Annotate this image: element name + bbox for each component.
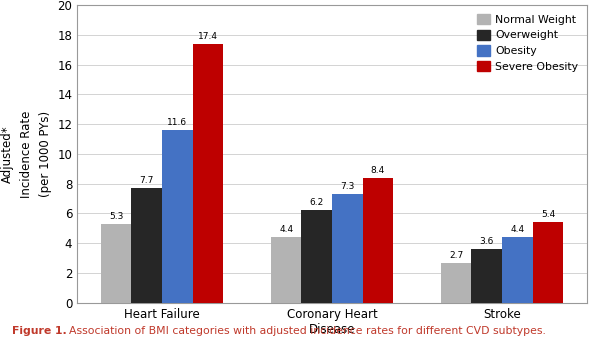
- Text: 5.3: 5.3: [109, 212, 123, 221]
- Text: 11.6: 11.6: [167, 118, 187, 127]
- Bar: [533, 222, 563, 303]
- Text: Association of BMI categories with adjusted incidence rates for different CVD su: Association of BMI categories with adjus…: [62, 326, 546, 336]
- Bar: [332, 194, 363, 303]
- Bar: [363, 178, 393, 303]
- Text: Figure 1.: Figure 1.: [12, 326, 66, 336]
- Text: 4.4: 4.4: [279, 225, 294, 234]
- Bar: [162, 130, 193, 303]
- Bar: [441, 263, 471, 303]
- Text: 2.7: 2.7: [449, 251, 463, 260]
- Bar: [502, 237, 533, 303]
- Text: 4.4: 4.4: [511, 225, 524, 234]
- Bar: [271, 237, 301, 303]
- Bar: [471, 249, 502, 303]
- Text: 5.4: 5.4: [541, 210, 555, 219]
- Text: 3.6: 3.6: [480, 237, 494, 246]
- Bar: [132, 188, 162, 303]
- Text: 17.4: 17.4: [198, 32, 218, 41]
- Legend: Normal Weight, Overweight, Obesity, Severe Obesity: Normal Weight, Overweight, Obesity, Seve…: [474, 11, 582, 75]
- Bar: [301, 210, 332, 303]
- Text: 6.2: 6.2: [310, 198, 324, 208]
- Text: 8.4: 8.4: [371, 166, 385, 175]
- Bar: [193, 44, 224, 303]
- Y-axis label: Adjusted*
Incidence Rate
(per 1000 PYs): Adjusted* Incidence Rate (per 1000 PYs): [1, 110, 52, 198]
- Bar: [101, 224, 132, 303]
- Text: 7.3: 7.3: [340, 182, 355, 191]
- Text: 7.7: 7.7: [139, 176, 154, 185]
